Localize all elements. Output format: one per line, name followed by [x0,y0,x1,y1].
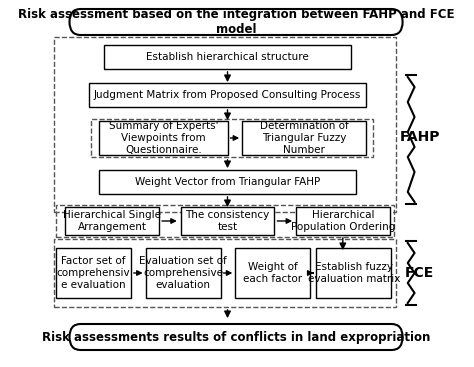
Text: Risk assessment based on the integration between FAHP and FCE model: Risk assessment based on the integration… [18,8,454,36]
Bar [54,37,396,212]
FancyBboxPatch shape [70,9,402,35]
Bar [316,248,392,298]
Text: Risk assessments results of conflicts in land expropriation: Risk assessments results of conflicts in… [42,331,430,344]
Bar [56,205,394,237]
Text: Establish fuzzy
evaluation matrix: Establish fuzzy evaluation matrix [308,262,400,284]
Bar [100,170,356,194]
Text: Hierarchical Single
Arrangement: Hierarchical Single Arrangement [63,210,161,232]
Bar [296,207,390,235]
Text: Determination of
Triangular Fuzzy
Number: Determination of Triangular Fuzzy Number [260,121,349,155]
Text: The consistency
test: The consistency test [185,210,270,232]
Bar [100,121,228,155]
Text: Weight Vector from Triangular FAHP: Weight Vector from Triangular FAHP [135,177,320,187]
Bar [181,207,274,235]
FancyBboxPatch shape [70,324,402,350]
Text: Summary of Experts'
Viewpoints from
Questionnaire.: Summary of Experts' Viewpoints from Ques… [109,121,218,155]
Text: Hierarchical
Population Ordering: Hierarchical Population Ordering [291,210,395,232]
Bar [146,248,221,298]
Text: Factor set of
comprehensiv
e evaluation: Factor set of comprehensiv e evaluation [56,257,130,290]
Bar [235,248,310,298]
Bar [89,83,366,107]
Bar [54,239,396,307]
Bar [65,207,159,235]
Text: FCE: FCE [405,266,434,280]
Text: Evaluation set of
comprehensive
evaluation: Evaluation set of comprehensive evaluati… [139,257,227,290]
Bar [91,119,373,157]
Text: Weight of
each factor: Weight of each factor [243,262,302,284]
Bar [243,121,366,155]
Bar [56,248,131,298]
Bar [104,45,351,69]
Text: FAHP: FAHP [400,130,440,144]
Text: Judgment Matrix from Proposed Consulting Process: Judgment Matrix from Proposed Consulting… [94,90,361,100]
Text: Establish hierarchical structure: Establish hierarchical structure [146,52,309,62]
